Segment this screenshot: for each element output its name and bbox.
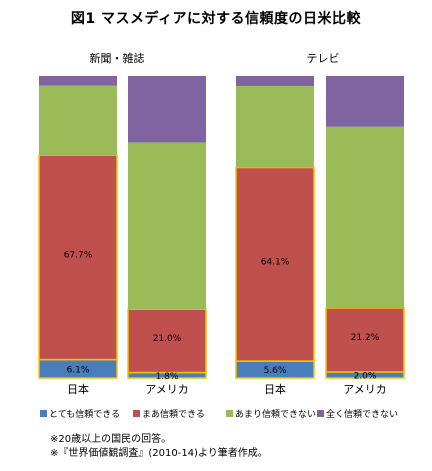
legend-label: 全く信頼できない bbox=[326, 408, 398, 420]
bar-segment bbox=[236, 85, 314, 168]
category-label: 日本 bbox=[67, 382, 89, 396]
footnote-1: ※20歳以上の国民の回答。 bbox=[50, 434, 172, 445]
data-label: 5.6% bbox=[264, 366, 287, 376]
subplot-title: テレビ bbox=[307, 52, 340, 65]
legend-swatch bbox=[226, 410, 233, 417]
data-label: 67.7% bbox=[64, 250, 93, 260]
legend-swatch bbox=[317, 410, 324, 417]
category-label: 日本 bbox=[264, 382, 286, 396]
legend-label: あまり信頼できない bbox=[235, 408, 316, 420]
bar-segment bbox=[127, 308, 207, 374]
bar-segment bbox=[236, 76, 314, 86]
data-label: 6.1% bbox=[67, 365, 90, 375]
data-label: 1.8% bbox=[156, 372, 179, 382]
legend-label: とても信頼できる bbox=[49, 408, 120, 420]
data-label: 64.1% bbox=[261, 257, 290, 267]
legend-swatch bbox=[133, 410, 140, 417]
bar-segment bbox=[128, 142, 206, 310]
footnotes: ※20歳以上の国民の回答。 ※『世界価値観調査』(2010-14)より筆者作成。 bbox=[50, 433, 268, 461]
chart-title: 図1 マスメディアに対する信頼度の日米比較 bbox=[70, 11, 362, 27]
bar-segment bbox=[325, 307, 405, 373]
subplot-title: 新聞・雑誌 bbox=[90, 51, 145, 65]
data-label: 21.2% bbox=[351, 333, 380, 343]
legend-swatch bbox=[40, 410, 47, 417]
bar-segment bbox=[128, 76, 206, 143]
data-label: 21.0% bbox=[153, 334, 182, 344]
bar-segment bbox=[39, 85, 117, 156]
bar-segment bbox=[38, 154, 118, 361]
legend-label: まあ信頼できる bbox=[142, 408, 205, 420]
footnote-2: ※『世界価値観調査』(2010-14)より筆者作成。 bbox=[50, 448, 268, 459]
category-label: アメリカ bbox=[343, 383, 386, 396]
bar-segment bbox=[326, 76, 404, 127]
data-label: 2.0% bbox=[354, 371, 377, 381]
bar-segment bbox=[39, 76, 117, 86]
bar-segment bbox=[326, 126, 404, 308]
category-label: アメリカ bbox=[145, 383, 188, 396]
